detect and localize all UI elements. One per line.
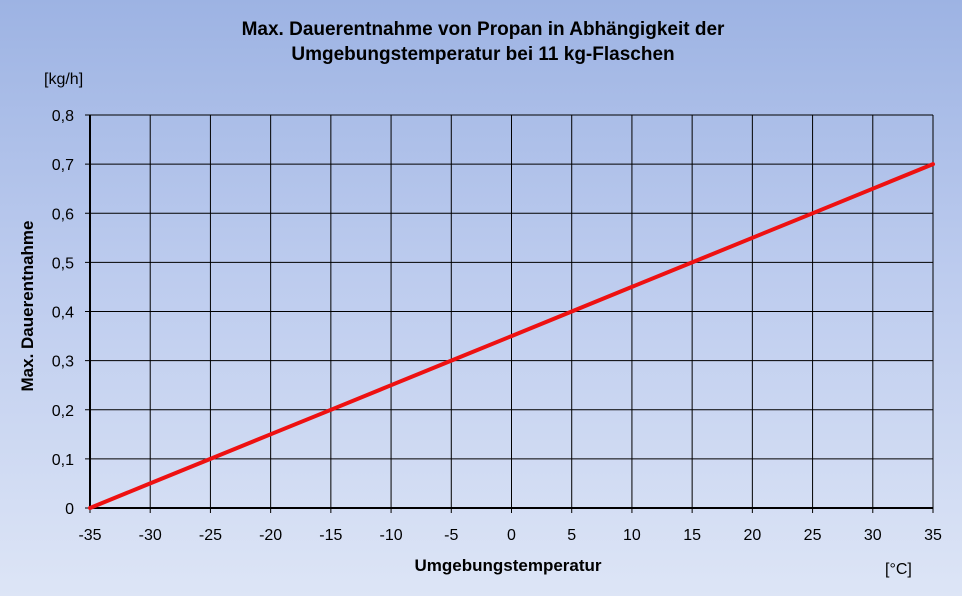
x-axis-title: Umgebungstemperatur: [414, 556, 601, 575]
x-tick-label: -5: [444, 527, 458, 544]
x-tick-label: 5: [567, 527, 576, 544]
x-tick-label: -25: [199, 527, 222, 544]
x-tick-label: -30: [139, 527, 162, 544]
y-axis-unit: [kg/h]: [44, 71, 83, 88]
x-tick-label: -35: [78, 527, 101, 544]
grid: [85, 114, 934, 513]
x-tick-label: -10: [380, 527, 403, 544]
x-tick-label: -15: [319, 527, 342, 544]
y-tick-label: 0,1: [52, 452, 74, 469]
series-line: [88, 162, 935, 510]
chart-title-line-2: Umgebungstemperatur bei 11 kg-Flaschen: [291, 44, 674, 65]
x-tick-label: 0: [507, 527, 516, 544]
x-tick-label: 20: [743, 527, 761, 544]
x-tick-label: 35: [924, 527, 942, 544]
series: [88, 162, 935, 510]
x-tick-label: -20: [259, 527, 282, 544]
y-tick-label: 0,5: [52, 255, 74, 272]
y-tick-label: 0,6: [52, 206, 74, 223]
x-tick-label: 25: [804, 527, 822, 544]
x-tick-label: 10: [623, 527, 641, 544]
y-tick-label: 0,8: [52, 108, 74, 125]
x-tick-label: 15: [683, 527, 701, 544]
tick-labels: -35 -30 -25 -20 -15 -10 -5 0 5 10 15 20 25 30 35 0 0,1 0,…: [52, 108, 942, 544]
chart-title-line-1: Max. Dauerentnahme von Propan in Abhängi…: [242, 19, 725, 40]
y-axis-title: Max. Dauerentnahme: [18, 221, 37, 392]
x-tick-label: 30: [864, 527, 882, 544]
x-axis-unit: [°C]: [885, 561, 912, 578]
y-tick-label: 0,7: [52, 157, 74, 174]
y-tick-label: 0,4: [52, 305, 74, 322]
y-tick-label: 0,3: [52, 354, 74, 371]
y-tick-label: 0: [65, 501, 74, 518]
y-tick-label: 0,2: [52, 403, 74, 420]
